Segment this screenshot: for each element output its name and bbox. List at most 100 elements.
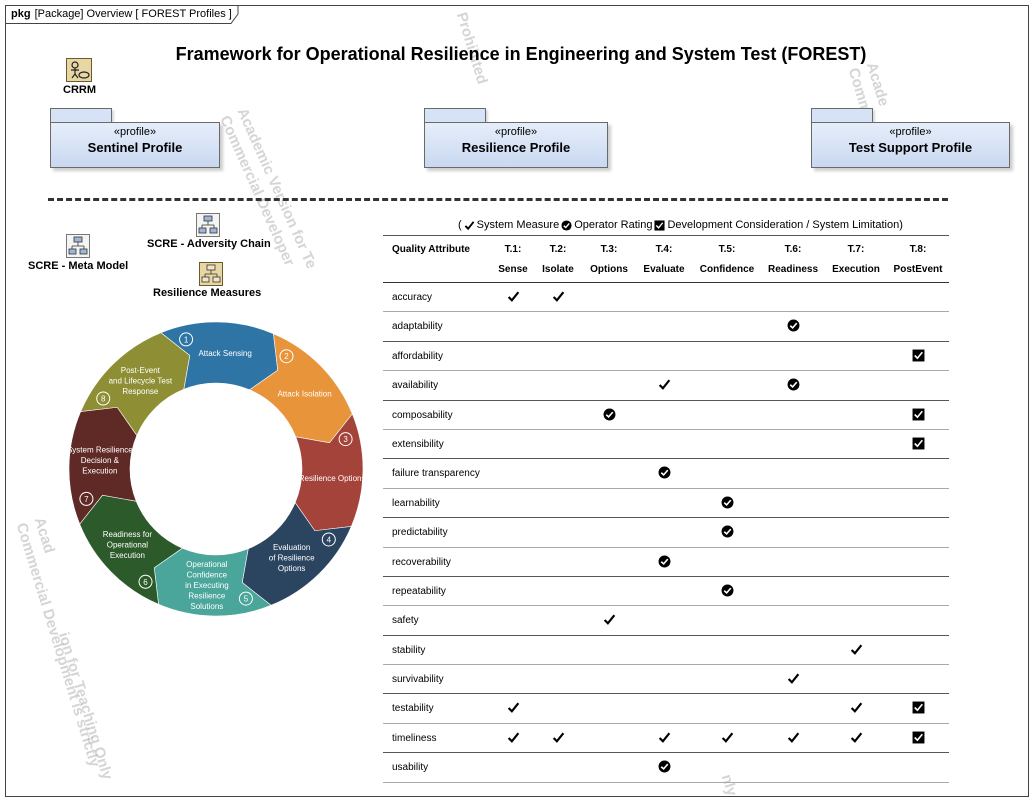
table-row: learnability: [383, 489, 949, 519]
column-header: T.6: Readiness: [753, 236, 833, 280]
profile-stereotype: «profile»: [494, 126, 538, 138]
table-row: failure transparency: [383, 459, 949, 489]
adversity-chain-item[interactable]: [196, 213, 222, 237]
table-row: survivability: [383, 665, 949, 695]
checkmark-icon: [721, 732, 734, 743]
legend-open: (: [458, 219, 462, 231]
profile-stereotype: «profile»: [889, 126, 932, 138]
check-circle-icon: [721, 525, 734, 538]
table-header: Quality Attribute T.1: Sense T.2: Isolate T.…: [383, 235, 949, 283]
resilience-measures-item[interactable]: [199, 262, 225, 286]
check-circle-icon: [658, 760, 671, 773]
legend-development: Development Consideration / System Limit…: [667, 219, 903, 231]
resilience-measures-label: Resilience Measures: [153, 287, 262, 299]
quality-attribute-name: predictability: [392, 527, 448, 539]
actor-package-icon: [66, 58, 92, 82]
step-label-line: Operational: [186, 560, 228, 569]
step-label-line: Post-Event: [121, 366, 161, 375]
quality-attribute-name: usability: [392, 762, 429, 774]
step-number-badge: [338, 432, 353, 447]
legend-operator-rating: Operator Rating: [574, 219, 653, 231]
package-diagram-icon: [199, 262, 223, 286]
step-label-line: Options: [278, 564, 306, 573]
frame-tab-label: pkg [Package] Overview [ FOREST Profiles …: [5, 5, 246, 23]
check-circle-icon: [721, 584, 734, 597]
column-label: Evaluate: [643, 264, 685, 275]
checkmark-icon: [787, 673, 800, 684]
checkmark-icon: [850, 644, 863, 655]
page-title: Framework for Operational Resilience in …: [175, 44, 867, 64]
check-circle-icon: [658, 466, 671, 479]
quality-attribute-name: recoverability: [392, 556, 451, 568]
step-number: 3: [343, 435, 348, 444]
check-box-icon: [912, 437, 925, 450]
profile-name: Resilience Profile: [461, 140, 571, 155]
step-label: Readiness for Operational Execution: [103, 530, 153, 560]
column-id: T.5:: [718, 244, 736, 255]
checkmark-icon: [658, 732, 671, 743]
step-number-badge: [79, 491, 94, 506]
checkmark-icon: [603, 614, 616, 626]
quality-attribute-name: timeliness: [392, 732, 437, 744]
quality-attribute-name: extensibility: [392, 438, 444, 450]
section-divider: [48, 198, 948, 201]
column-header: T.7: Execution: [816, 236, 896, 280]
step-label-line: Operational: [107, 541, 149, 550]
step-label: Resilience Options: [299, 474, 366, 483]
step-label-line: Resilience Options: [299, 474, 366, 483]
column-label: Sense: [498, 264, 528, 275]
quality-attribute-name: adaptability: [392, 321, 443, 333]
table-row: repeatability: [383, 577, 949, 607]
step-label-line: Evaluation: [273, 543, 310, 552]
step-label-line: of Resilience: [269, 554, 315, 563]
step-number-badge: [179, 332, 194, 347]
quality-attribute-name: stability: [392, 644, 426, 656]
crrm-item[interactable]: [64, 58, 100, 102]
table-body: accuracy adaptability affordability availab…: [383, 283, 949, 783]
step-label-line: Resilience: [188, 592, 225, 601]
step-label-line: Execution: [110, 551, 145, 560]
step-label-line: Solutions: [190, 602, 223, 611]
step-number-badge: [96, 391, 111, 406]
step-label-line: Attack Isolation: [277, 389, 331, 398]
step-label: Evaluation of Resilience Options: [269, 543, 315, 573]
checkmark-icon: [507, 702, 520, 714]
quality-attribute-name: survivability: [392, 674, 444, 686]
profile-stereotype: «profile»: [113, 126, 157, 138]
step-number-badge: [138, 574, 153, 589]
quality-attribute-name: accuracy: [392, 292, 433, 303]
checkmark-icon: [850, 702, 863, 714]
step-label-line: Confidence: [187, 571, 228, 580]
column-header: T.4: Evaluate: [624, 236, 704, 280]
step-label: Operational Confidence in Executing Resilie…: [185, 560, 229, 611]
column-header: T.1: Sense: [473, 236, 553, 280]
diagram-frame: [5, 5, 1029, 797]
check-circle-icon: [561, 219, 572, 231]
adversity-chain-label: SCRE - Adversity Chain: [147, 238, 271, 250]
check-box-icon: [654, 219, 666, 231]
checkmark-icon: [507, 291, 520, 302]
column-label: Confidence: [699, 264, 755, 275]
checkmark-icon: [464, 220, 475, 230]
column-label: Options: [590, 264, 628, 275]
column-header: T.2: Isolate: [518, 236, 598, 280]
meta-model-item[interactable]: [66, 234, 92, 258]
column-id: T.2:: [549, 244, 567, 255]
step-number-badge: [238, 591, 253, 606]
profile-name: Test Support Profile: [848, 140, 973, 155]
quality-attribute-table: Quality Attribute T.1: Sense T.2: Isolate T.…: [383, 235, 949, 783]
frame-kind: pkg: [11, 8, 31, 20]
column-id: T.1:: [504, 244, 522, 255]
mark-legend: ( System Measure Operator Rating Develop…: [458, 219, 903, 231]
step-label-line: Decision &: [81, 456, 120, 465]
column-id: T.3:: [600, 244, 618, 255]
table-row: predictability: [383, 518, 949, 548]
cycle-segment: [80, 332, 191, 437]
quality-attribute-name: affordability: [392, 350, 443, 362]
step-label: Post-Event and Lifecycle Test Response: [109, 366, 173, 396]
quality-attribute-name: failure transparency: [392, 468, 480, 480]
step-label-line: and Lifecycle Test: [109, 376, 173, 385]
check-circle-icon: [787, 319, 800, 332]
column-label: Execution: [832, 264, 880, 275]
frame-tab: pkg [Package] Overview [ FOREST Profiles …: [5, 5, 246, 24]
